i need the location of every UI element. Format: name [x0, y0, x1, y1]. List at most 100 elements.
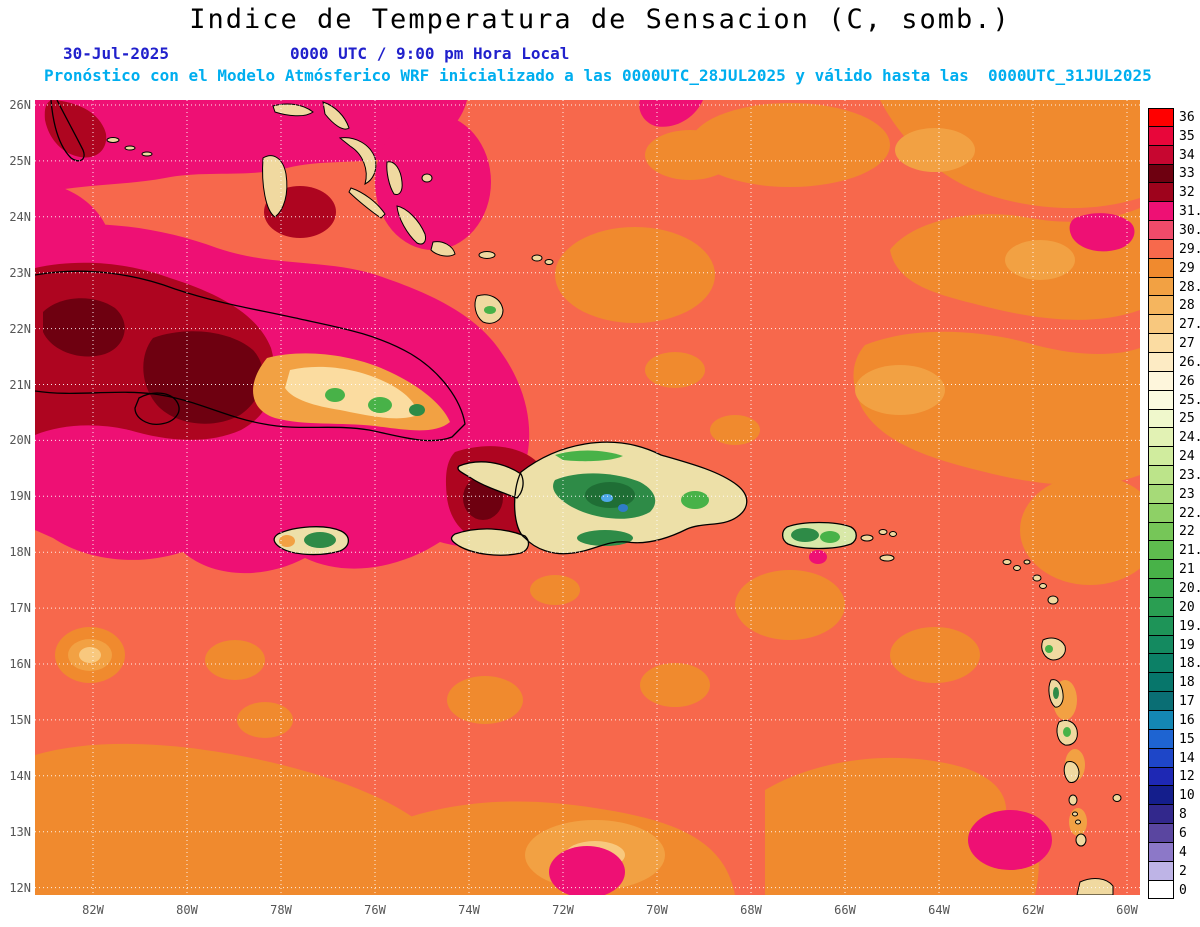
legend-swatch [1148, 126, 1174, 146]
legend-swatch [1148, 560, 1174, 580]
legend-swatch [1148, 202, 1174, 222]
legend-entry: 22.5 [1148, 503, 1200, 523]
legend-value-label: 20 [1179, 599, 1195, 615]
legend-entry: 36 [1148, 108, 1200, 127]
legend-entry: 14 [1148, 748, 1200, 768]
legend-swatch [1148, 296, 1174, 316]
legend-entry: 12 [1148, 767, 1200, 787]
legend-swatch [1148, 692, 1174, 711]
lon-tick-label: 78W [270, 903, 292, 917]
cuba-land-detail [253, 353, 450, 431]
legend-entry: 19 [1148, 635, 1200, 655]
lon-tick-label: 82W [82, 903, 104, 917]
legend-swatch [1148, 579, 1174, 598]
lat-tick-label: 19N [9, 489, 31, 504]
legend-swatch [1148, 277, 1174, 297]
legend-value-label: 34 [1179, 147, 1195, 163]
lon-tick-label: 72W [552, 903, 574, 917]
lon-tick-label: 62W [1022, 903, 1044, 917]
hispaniola-land-detail [451, 442, 747, 556]
map-art [35, 100, 1140, 895]
legend-swatch [1148, 221, 1174, 240]
legend-swatch [1148, 729, 1174, 749]
lat-tick-label: 22N [9, 321, 31, 336]
grid-lines [35, 100, 1140, 895]
legend-entry: 25 [1148, 409, 1200, 429]
legend-value-label: 17 [1179, 694, 1195, 710]
lat-tick-label: 14N [9, 768, 31, 783]
legend-value-label: 4 [1179, 844, 1187, 860]
legend-swatch [1148, 371, 1174, 391]
legend-entry: 10 [1148, 786, 1200, 806]
legend-entry: 31.5 [1148, 202, 1200, 222]
legend-swatch [1148, 824, 1174, 843]
map-area: Sisπ́- ONAMET/REP.DOM. [35, 100, 1140, 895]
legend-entry: 16 [1148, 711, 1200, 730]
legend-entry: 29.7 [1148, 239, 1200, 259]
lon-tick-label: 76W [364, 903, 386, 917]
lon-tick-label: 68W [740, 903, 762, 917]
legend-value-label: 29.7 [1179, 241, 1200, 257]
legend-swatch [1148, 673, 1174, 693]
legend-swatch [1148, 503, 1174, 523]
legend-entry: 0 [1148, 880, 1200, 900]
legend-value-label: 12 [1179, 769, 1195, 785]
small-island-green-highlands [484, 306, 1071, 737]
legend-swatch [1148, 447, 1174, 467]
lon-tick-label: 64W [928, 903, 950, 917]
legend-swatch [1148, 108, 1174, 127]
legend-value-label: 29 [1179, 260, 1195, 276]
legend-value-label: 32 [1179, 185, 1195, 201]
legend-entry: 18.5 [1148, 654, 1200, 674]
lat-tick-label: 13N [9, 824, 31, 839]
legend-entry: 26 [1148, 371, 1200, 391]
lon-tick-label: 60W [1116, 903, 1138, 917]
legend-swatch [1148, 861, 1174, 881]
puerto-rico-land-detail [782, 522, 857, 549]
legend-value-label: 21.5 [1179, 543, 1200, 559]
lat-tick-label: 16N [9, 657, 31, 671]
legend-value-label: 26.5 [1179, 354, 1200, 370]
legend-entry: 28 [1148, 296, 1200, 316]
legend-value-label: 22 [1179, 524, 1195, 540]
heat-field-maroon [43, 298, 503, 520]
legend-swatch [1148, 842, 1174, 862]
legend-swatch [1148, 466, 1174, 485]
legend-value-label: 15 [1179, 731, 1195, 747]
lat-tick-label: 18N [9, 545, 31, 560]
legend-value-label: 27 [1179, 336, 1195, 352]
legend-swatch [1148, 239, 1174, 259]
legend-swatch [1148, 654, 1174, 674]
lat-tick-label: 26N [9, 98, 31, 112]
legend-value-label: 25.5 [1179, 392, 1200, 408]
legend-value-label: 26 [1179, 373, 1195, 389]
legend-swatch [1148, 786, 1174, 806]
lon-tick-label: 70W [646, 903, 668, 917]
legend-swatch [1148, 597, 1174, 617]
legend-entry: 33 [1148, 164, 1200, 184]
legend-swatch [1148, 183, 1174, 203]
legend-entry: 26.5 [1148, 352, 1200, 372]
legend-value-label: 28.5 [1179, 279, 1200, 295]
legend-value-label: 23 [1179, 486, 1195, 502]
legend-entry: 24.5 [1148, 428, 1200, 448]
legend-swatch [1148, 635, 1174, 655]
legend-entry: 2 [1148, 861, 1200, 881]
legend-entry: 25.5 [1148, 390, 1200, 410]
puerto-rico-coastline [781, 521, 857, 550]
legend-value-label: 18 [1179, 675, 1195, 691]
legend-swatch [1148, 390, 1174, 410]
florida-coastline [50, 100, 85, 162]
legend-entry: 20 [1148, 597, 1200, 617]
legend-value-label: 6 [1179, 825, 1187, 841]
lat-tick-label: 15N [9, 712, 31, 727]
legend-entry: 15 [1148, 729, 1200, 749]
legend-swatch [1148, 315, 1174, 335]
legend-entry: 35 [1148, 126, 1200, 146]
legend-entry: 21 [1148, 560, 1200, 580]
legend-entry: 23.5 [1148, 466, 1200, 485]
legend-value-label: 24.5 [1179, 430, 1200, 446]
hispaniola-coastline [513, 441, 748, 555]
cuba-coastline [35, 270, 466, 442]
